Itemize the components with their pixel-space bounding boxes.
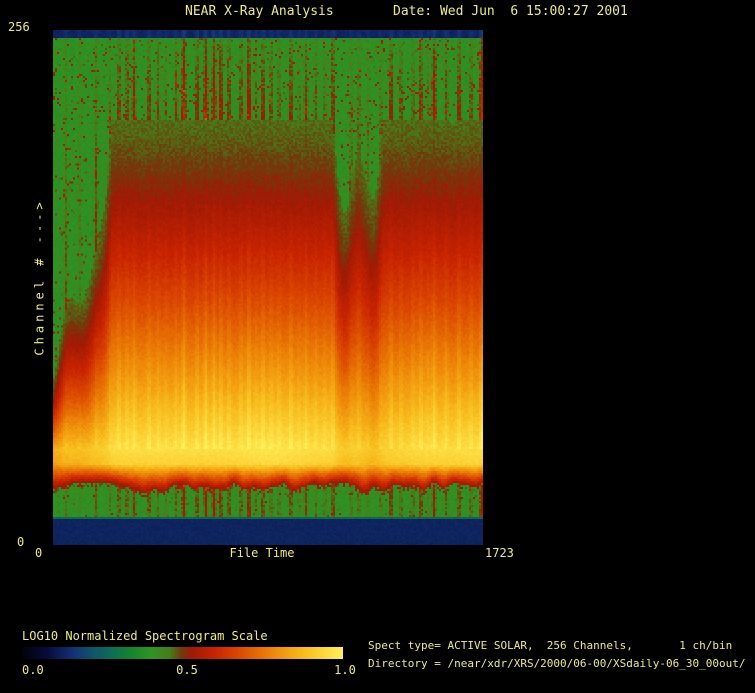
x-axis-min-label: 0 <box>35 546 43 560</box>
y-axis-title: Channel # ---> <box>32 198 47 356</box>
x-axis-max-label: 1723 <box>485 546 514 560</box>
colorbar-tick-1: 1.0 <box>334 663 356 677</box>
colorbar-tick-05: 0.5 <box>176 663 198 677</box>
y-axis-max-label: 256 <box>8 20 30 34</box>
spect-type-info: Spect type= ACTIVE SOLAR, 256 Channels, … <box>368 639 733 652</box>
directory-info: Directory = /near/xdr/XRS/2000/06-00/XSd… <box>368 657 746 670</box>
y-axis-min-label: 0 <box>17 535 25 549</box>
page-title: NEAR X-Ray Analysis <box>185 4 334 19</box>
colorbar-gradient <box>22 647 343 659</box>
date-label: Date: Wed Jun 6 15:00:27 2001 <box>393 4 628 19</box>
colorbar-title: LOG10 Normalized Spectrogram Scale <box>22 629 268 643</box>
spectrogram-canvas <box>53 30 483 545</box>
colorbar-tick-0: 0.0 <box>22 663 44 677</box>
x-axis-title: File Time <box>229 546 295 560</box>
